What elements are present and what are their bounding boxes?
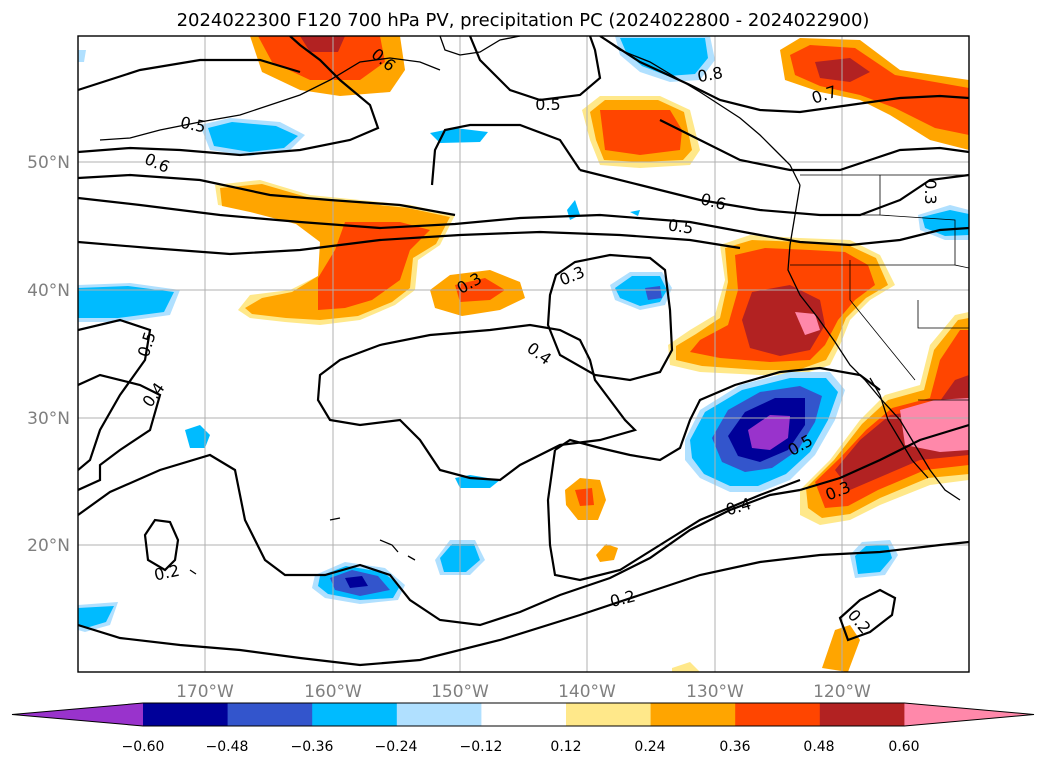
latitude-labels: 50°N 40°N 30°N 20°N: [27, 153, 70, 556]
colorbar-segments: [11, 702, 1035, 727]
colorbar-outline: [11, 702, 1035, 727]
colorbar-segment: [735, 703, 821, 726]
colorbar-tick-label: 0.12: [550, 739, 581, 755]
lat-label-30n: 30°N: [27, 409, 70, 429]
lon-label-150w: 150°W: [431, 682, 489, 702]
contour-label: 0.3: [921, 179, 940, 204]
map-title: 2024022300 F120 700 hPa PV, precipitatio…: [177, 10, 870, 31]
lon-label-120w: 120°W: [813, 682, 871, 702]
colorbar: −0.60 −0.48 −0.36 −0.24 −0.12 0.12 0.24 …: [11, 702, 1035, 755]
lon-label-130w: 130°W: [686, 682, 744, 702]
colorbar-segment: [650, 703, 736, 726]
lon-label-170w: 170°W: [176, 682, 234, 702]
pv-contours: [78, 36, 969, 667]
colorbar-tick-label: 0.48: [803, 739, 834, 755]
contour-label: 0.5: [535, 95, 560, 114]
colorbar-segment: [396, 703, 482, 726]
colorbar-tick-label: −0.36: [291, 739, 334, 755]
colorbar-segment: [481, 703, 567, 726]
gridlines: [78, 36, 969, 672]
longitude-labels: 170°W 160°W 150°W 140°W 130°W 120°W: [176, 682, 871, 702]
lon-label-160w: 160°W: [304, 682, 362, 702]
borders: [790, 174, 969, 401]
lat-label-40n: 40°N: [27, 281, 70, 301]
contour-label: 0.2: [152, 561, 181, 585]
colorbar-extend-right: [904, 703, 1034, 726]
colorbar-tick-label: 0.36: [719, 739, 750, 755]
lon-label-140w: 140°W: [558, 682, 616, 702]
colorbar-tick-label: 0.24: [634, 739, 665, 755]
lat-label-20n: 20°N: [27, 536, 70, 556]
contour-label: 0.5: [179, 113, 208, 137]
precip-shading-negative: [78, 36, 969, 632]
colorbar-tick-label: 0.60: [888, 739, 919, 755]
map-panel: 0.5 0.6 0.5 0.8 0.7 0.6 0.5 0.3 0.3 0.5 …: [77, 35, 970, 673]
colorbar-tick-label: −0.24: [375, 739, 418, 755]
colorbar-segment: [143, 703, 229, 726]
contour-label: 0.5: [667, 215, 695, 237]
colorbar-extend-left: [12, 703, 143, 726]
colorbar-segment: [819, 703, 905, 726]
colorbar-tick-label: −0.48: [206, 739, 249, 755]
colorbar-tick-label: −0.12: [460, 739, 503, 755]
lat-label-50n: 50°N: [27, 153, 70, 173]
colorbar-segment: [312, 703, 398, 726]
map-frame: [77, 35, 970, 673]
colorbar-tick-label: −0.60: [122, 739, 165, 755]
coastlines: [99, 36, 961, 575]
colorbar-segment: [227, 703, 313, 726]
contour-label: 0.8: [696, 63, 724, 86]
colorbar-segment: [566, 703, 652, 726]
colorbar-ticks: −0.60 −0.48 −0.36 −0.24 −0.12 0.12 0.24 …: [122, 739, 920, 755]
